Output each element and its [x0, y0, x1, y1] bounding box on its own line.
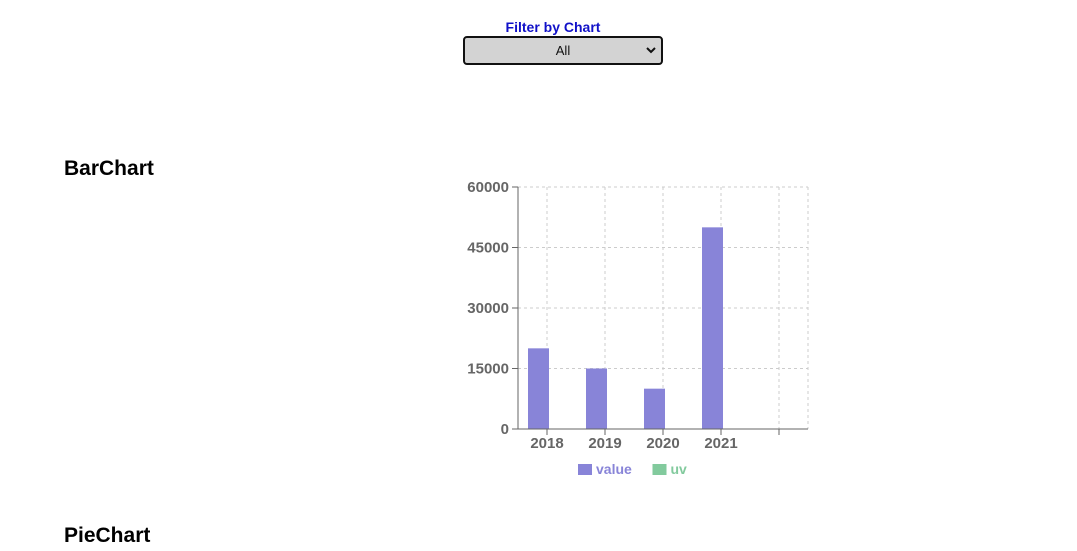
y-tick-label: 15000 [467, 361, 509, 378]
legend-swatch-value [578, 464, 592, 475]
y-tick-label: 0 [501, 421, 509, 438]
bar-value-2018 [528, 348, 549, 429]
legend-label-value: value [596, 461, 632, 477]
x-tick-label: 2020 [646, 435, 679, 452]
y-tick-label: 60000 [467, 179, 509, 196]
x-tick-label: 2021 [704, 435, 737, 452]
y-tick-label: 30000 [467, 300, 509, 317]
barchart-section-title: BarChart [64, 157, 154, 180]
filter-selected-value: All [555, 43, 571, 58]
y-tick-label: 45000 [467, 240, 509, 257]
filter-label: Filter by Chart [505, 19, 601, 35]
chart-legend: value uv [578, 461, 687, 477]
chart-filter-select[interactable]: All [463, 36, 663, 65]
chevron-down-icon [646, 47, 656, 54]
bar-value-2021 [702, 227, 723, 429]
legend-label-uv: uv [671, 461, 688, 477]
x-tick-label: 2019 [588, 435, 621, 452]
legend-swatch-uv [652, 464, 667, 475]
x-tick-label: 2018 [530, 435, 563, 452]
bar-value-2019 [586, 368, 607, 429]
chart-bars [528, 227, 723, 429]
bar-value-2020 [644, 388, 665, 429]
piechart-section-title: PieChart [64, 524, 151, 547]
chart-axes: 0 15000 30000 45000 60000 2018 2019 2020 2021 [467, 179, 808, 452]
